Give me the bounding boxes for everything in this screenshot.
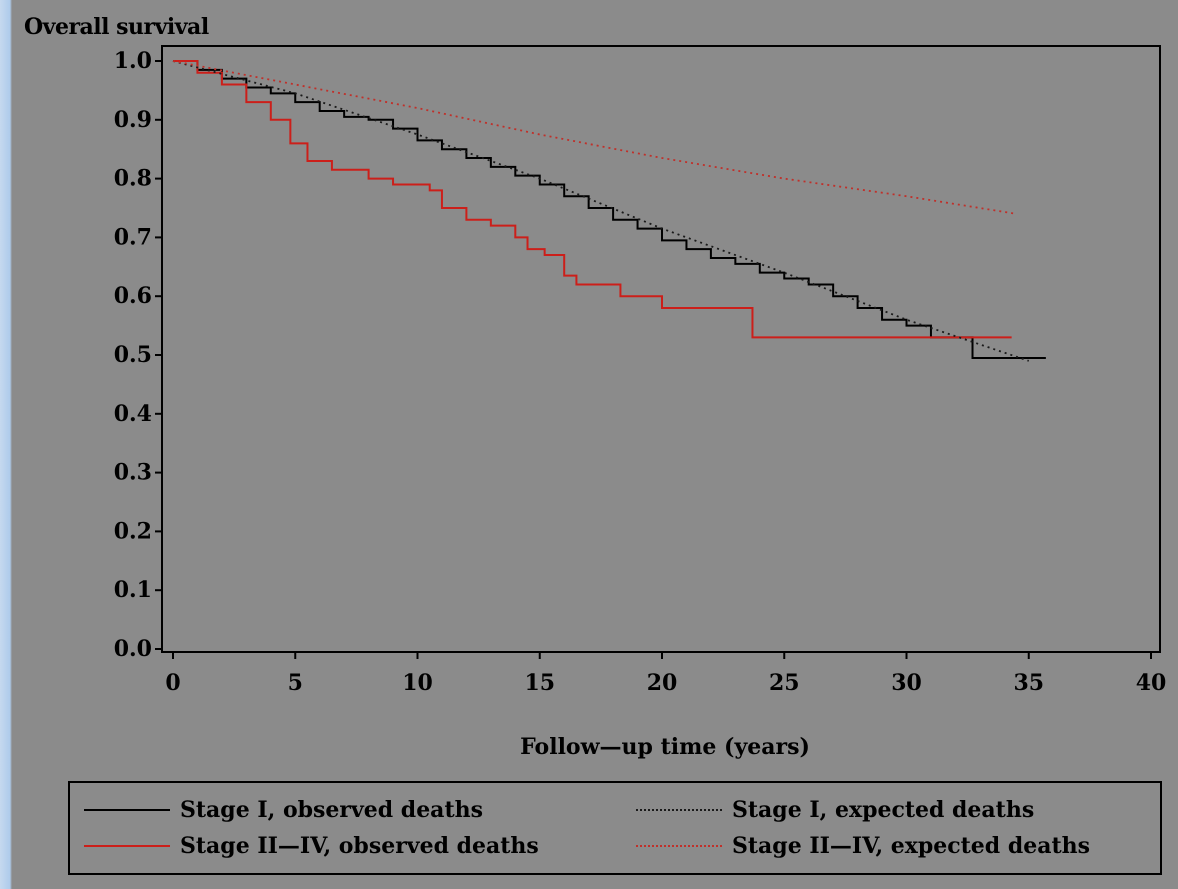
y-tick-label: 0.8 [114,166,152,192]
y-tick-label: 0.4 [114,401,152,427]
legend-item-stage-ii-iv-expected: Stage II—IV, expected deaths [636,831,1090,861]
y-tick-label: 0.2 [114,518,152,544]
x-tick-label: 20 [647,670,678,696]
legend-item-stage-i-observed: Stage I, observed deaths [84,795,483,825]
legend-label: Stage II—IV, expected deaths [732,833,1091,859]
legend-label: Stage I, observed deaths [180,797,483,823]
x-tick-label: 40 [1136,670,1167,696]
series-line-1 [173,60,1046,359]
x-tick-label: 0 [165,670,180,696]
x-tick-label: 30 [891,670,922,696]
y-axis-title: Overall survival [24,14,209,40]
x-tick-label: 25 [769,670,800,696]
legend-swatch [84,809,170,811]
y-tick-label: 0.6 [114,283,152,309]
x-tick-label: 15 [524,670,555,696]
x-tick-label: 10 [402,670,433,696]
legend-swatch [84,845,170,847]
legend: Stage I, observed deaths Stage II—IV, ob… [68,781,1162,875]
x-tick-label: 5 [288,670,303,696]
x-tick-label: 35 [1013,670,1044,696]
series-line-3 [172,60,1030,362]
x-axis-title: Follow—up time (years) [520,734,810,760]
legend-swatch [636,809,722,811]
plot-frame [161,45,1161,653]
series-line-4 [172,60,1017,215]
series-line-2 [173,60,1012,339]
y-tick-label: 0.5 [114,342,152,368]
legend-item-stage-i-expected: Stage I, expected deaths [636,795,1034,825]
legend-label: Stage I, expected deaths [732,797,1035,823]
legend-label: Stage II—IV, observed deaths [180,833,539,859]
legend-item-stage-ii-iv-observed: Stage II—IV, observed deaths [84,831,539,861]
y-tick-label: 0.0 [114,636,152,662]
y-tick-label: 0.1 [114,577,152,603]
plot-area: 0 5 10 15 20 25 30 35 40 0.0 0.1 0.2 0.3 0.4 0.5 0.6 0.7… [114,45,1167,696]
y-tick-label: 0.7 [114,224,152,250]
y-tick-label: 1.0 [114,48,152,74]
y-tick-label: 0.3 [114,460,152,486]
legend-swatch [636,845,722,847]
y-tick-label: 0.9 [114,107,152,133]
